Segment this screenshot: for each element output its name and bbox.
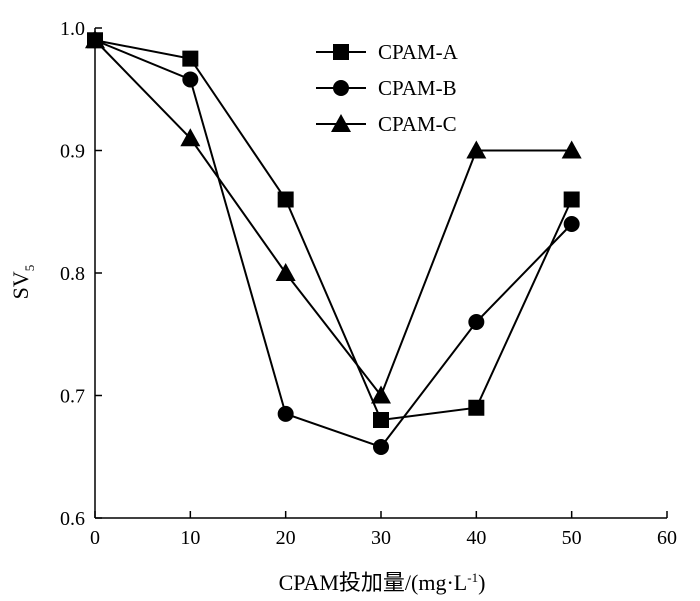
series-line	[94, 39, 573, 449]
y-axis-title-main: SV	[8, 271, 33, 299]
x-axis-title-superscript: -1	[467, 570, 478, 585]
y-axis-title: SV5	[8, 265, 37, 300]
data-point	[373, 412, 389, 428]
data-point	[182, 50, 199, 67]
data-point	[373, 438, 389, 455]
y-tick-label: 0.7	[60, 386, 85, 408]
legend-marker	[333, 80, 349, 96]
series-cpam-b	[87, 32, 580, 455]
series-cpam-c	[85, 30, 582, 404]
legend-marker	[333, 44, 349, 60]
data-point	[563, 191, 580, 208]
legend: CPAM-A CPAM-B CPAM-C	[316, 40, 459, 136]
y-tick-label: 0.9	[60, 141, 85, 163]
legend-item-cpam-c: CPAM-C	[316, 112, 457, 136]
legend-label: CPAM-A	[378, 40, 459, 64]
y-tick-label: 0.8	[60, 263, 85, 285]
legend-label: CPAM-B	[378, 76, 457, 100]
data-point	[563, 216, 580, 232]
data-point	[468, 399, 485, 416]
series-line	[94, 39, 573, 422]
legend-marker	[331, 114, 351, 132]
x-tick-label: 50	[562, 527, 582, 549]
y-tick-label: 0.6	[60, 508, 85, 530]
legend-label: CPAM-C	[378, 112, 457, 136]
data-point	[468, 314, 485, 330]
data-point	[277, 191, 294, 208]
data-point	[561, 140, 582, 159]
legend-item-cpam-a: CPAM-A	[316, 40, 459, 64]
series-layer	[85, 30, 582, 455]
series-cpam-a	[87, 32, 580, 428]
legend-item-cpam-b: CPAM-B	[316, 76, 457, 100]
x-axis-title-tail: )	[478, 570, 485, 595]
x-tick-label: 10	[180, 527, 200, 549]
data-point	[182, 71, 199, 88]
axes: 0 10 20 30 40 50 60 0.6 0.7 0.8 0.9 1.0	[60, 18, 677, 549]
x-tick-label: 60	[657, 527, 677, 549]
y-axis-title-subscript: 5	[22, 265, 37, 272]
x-tick-label: 20	[276, 527, 296, 549]
x-tick-label: 40	[466, 527, 486, 549]
y-tick-label: 1.0	[60, 18, 85, 40]
data-point	[275, 263, 296, 281]
data-point	[180, 128, 201, 147]
x-axis-title: CPAM投加量/(mg·L-1)	[279, 570, 486, 595]
data-point	[466, 140, 487, 159]
data-point	[85, 30, 105, 49]
x-tick-label: 0	[90, 527, 100, 549]
x-tick-label: 30	[371, 527, 391, 549]
data-point	[277, 405, 294, 422]
x-axis-title-main: CPAM投加量/(mg·L	[279, 570, 468, 595]
data-point	[371, 385, 391, 404]
series-line	[94, 39, 572, 398]
